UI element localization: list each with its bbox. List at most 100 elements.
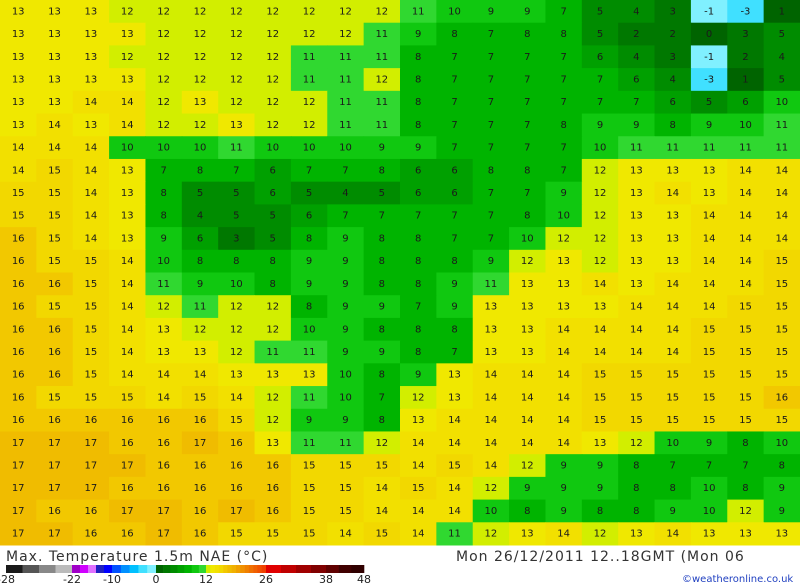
temperature-label: 8	[670, 120, 676, 131]
temperature-cell	[0, 386, 37, 410]
temperature-cell	[290, 363, 328, 387]
temperature-label: 8	[633, 483, 639, 494]
temperature-cell	[400, 522, 437, 546]
temperature-label: 16	[266, 461, 279, 472]
colorbar-swatch	[138, 565, 148, 573]
temperature-label: 9	[379, 302, 385, 313]
temperature-label: 15	[266, 529, 279, 540]
temperature-label: 14	[703, 233, 716, 244]
temperature-label: 13	[485, 324, 498, 335]
temperature-label: 16	[194, 483, 207, 494]
temperature-cell	[327, 295, 365, 319]
temperature-label: 7	[560, 143, 566, 154]
temperature-cell	[545, 363, 583, 387]
temperature-label: 9	[451, 302, 457, 313]
temperature-cell	[436, 499, 474, 523]
temperature-label: 16	[12, 302, 25, 313]
temperature-label: 15	[594, 392, 607, 403]
temperature-label: 5	[270, 233, 276, 244]
temperature-label: 12	[157, 97, 170, 108]
temperature-cell	[436, 522, 474, 546]
temperature-cell	[400, 272, 437, 296]
temperature-label: 16	[121, 529, 134, 540]
temperature-label: 8	[379, 324, 385, 335]
temperature-cell	[690, 363, 728, 387]
temperature-cell	[327, 90, 365, 115]
temperature-cell	[472, 181, 510, 205]
temperature-label: 16	[85, 506, 98, 517]
temperature-label: -3	[704, 74, 714, 85]
temperature-label: 12	[157, 6, 170, 17]
temperature-label: 15	[48, 233, 61, 244]
temperature-label: 7	[524, 52, 530, 63]
temperature-cell	[436, 249, 474, 273]
temperature-label: 8	[270, 256, 276, 267]
colorbar-swatch	[80, 565, 89, 573]
temperature-cell	[581, 136, 619, 160]
temperature-cell	[581, 295, 619, 319]
temperature-cell	[727, 317, 765, 342]
temperature-cell	[109, 45, 146, 69]
temperature-label: 8	[306, 302, 312, 313]
temperature-label: 9	[560, 506, 566, 517]
temperature-label: 17	[85, 483, 98, 494]
temperature-cell	[472, 522, 510, 546]
temperature-label: 14	[594, 279, 607, 290]
temperature-label: 10	[521, 233, 534, 244]
temperature-cell	[618, 0, 656, 24]
temperature-cell	[254, 90, 292, 115]
temperature-label: 17	[157, 529, 170, 540]
temperature-label: 14	[557, 324, 570, 335]
credit[interactable]: ©weatheronline.co.uk	[682, 574, 793, 585]
temperature-label: 7	[488, 211, 494, 222]
temperature-cell	[181, 272, 219, 296]
temperature-cell	[327, 22, 365, 46]
temperature-cell	[145, 295, 183, 319]
colorbar-swatch	[22, 565, 40, 573]
temperature-label: 8	[415, 97, 421, 108]
temperature-cell	[472, 363, 510, 387]
temperature-cell	[181, 45, 219, 69]
temperature-label: 11	[339, 120, 352, 131]
temperature-label: 16	[12, 370, 25, 381]
temperature-label: 16	[194, 529, 207, 540]
temperature-cell	[581, 476, 619, 501]
temperature-label: 3	[670, 52, 676, 63]
temperature-label: 15	[48, 302, 61, 313]
temperature-cell	[436, 68, 474, 92]
temperature-label: 14	[412, 506, 425, 517]
temperature-label: 15	[12, 211, 25, 222]
temperature-cell	[72, 340, 110, 364]
temperature-label: 3	[742, 29, 748, 40]
temperature-label: 9	[342, 279, 348, 290]
temperature-label: 7	[524, 74, 530, 85]
temperature-cell	[181, 204, 219, 228]
temperature-cell	[36, 227, 74, 251]
temperature-label: 14	[121, 97, 134, 108]
temperature-label: 14	[12, 143, 25, 154]
temperature-cell	[181, 181, 219, 205]
temperature-label: 7	[560, 52, 566, 63]
temperature-label: 14	[557, 392, 570, 403]
temperature-cell	[763, 363, 800, 387]
temperature-label: 17	[12, 438, 25, 449]
temperature-cell	[472, 317, 510, 342]
temperature-label: 10	[594, 143, 607, 154]
temperature-label: 7	[560, 6, 566, 17]
temperature-label: 16	[194, 415, 207, 426]
temperature-cell	[363, 408, 401, 432]
temperature-cell	[363, 158, 401, 183]
temperature-label: 8	[197, 256, 203, 267]
temperature-label: 16	[230, 461, 243, 472]
temperature-label: 6	[451, 165, 457, 176]
temperature-cell	[363, 68, 401, 92]
temperature-label: 11	[194, 302, 207, 313]
temperature-label: 15	[85, 324, 98, 335]
temperature-cell	[763, 90, 800, 115]
temperature-label: 15	[775, 279, 788, 290]
temperature-cell	[363, 22, 401, 46]
temperature-cell	[763, 45, 800, 69]
temperature-label: 12	[594, 211, 607, 222]
temperature-label: 12	[266, 74, 279, 85]
temperature-label: 13	[121, 165, 134, 176]
